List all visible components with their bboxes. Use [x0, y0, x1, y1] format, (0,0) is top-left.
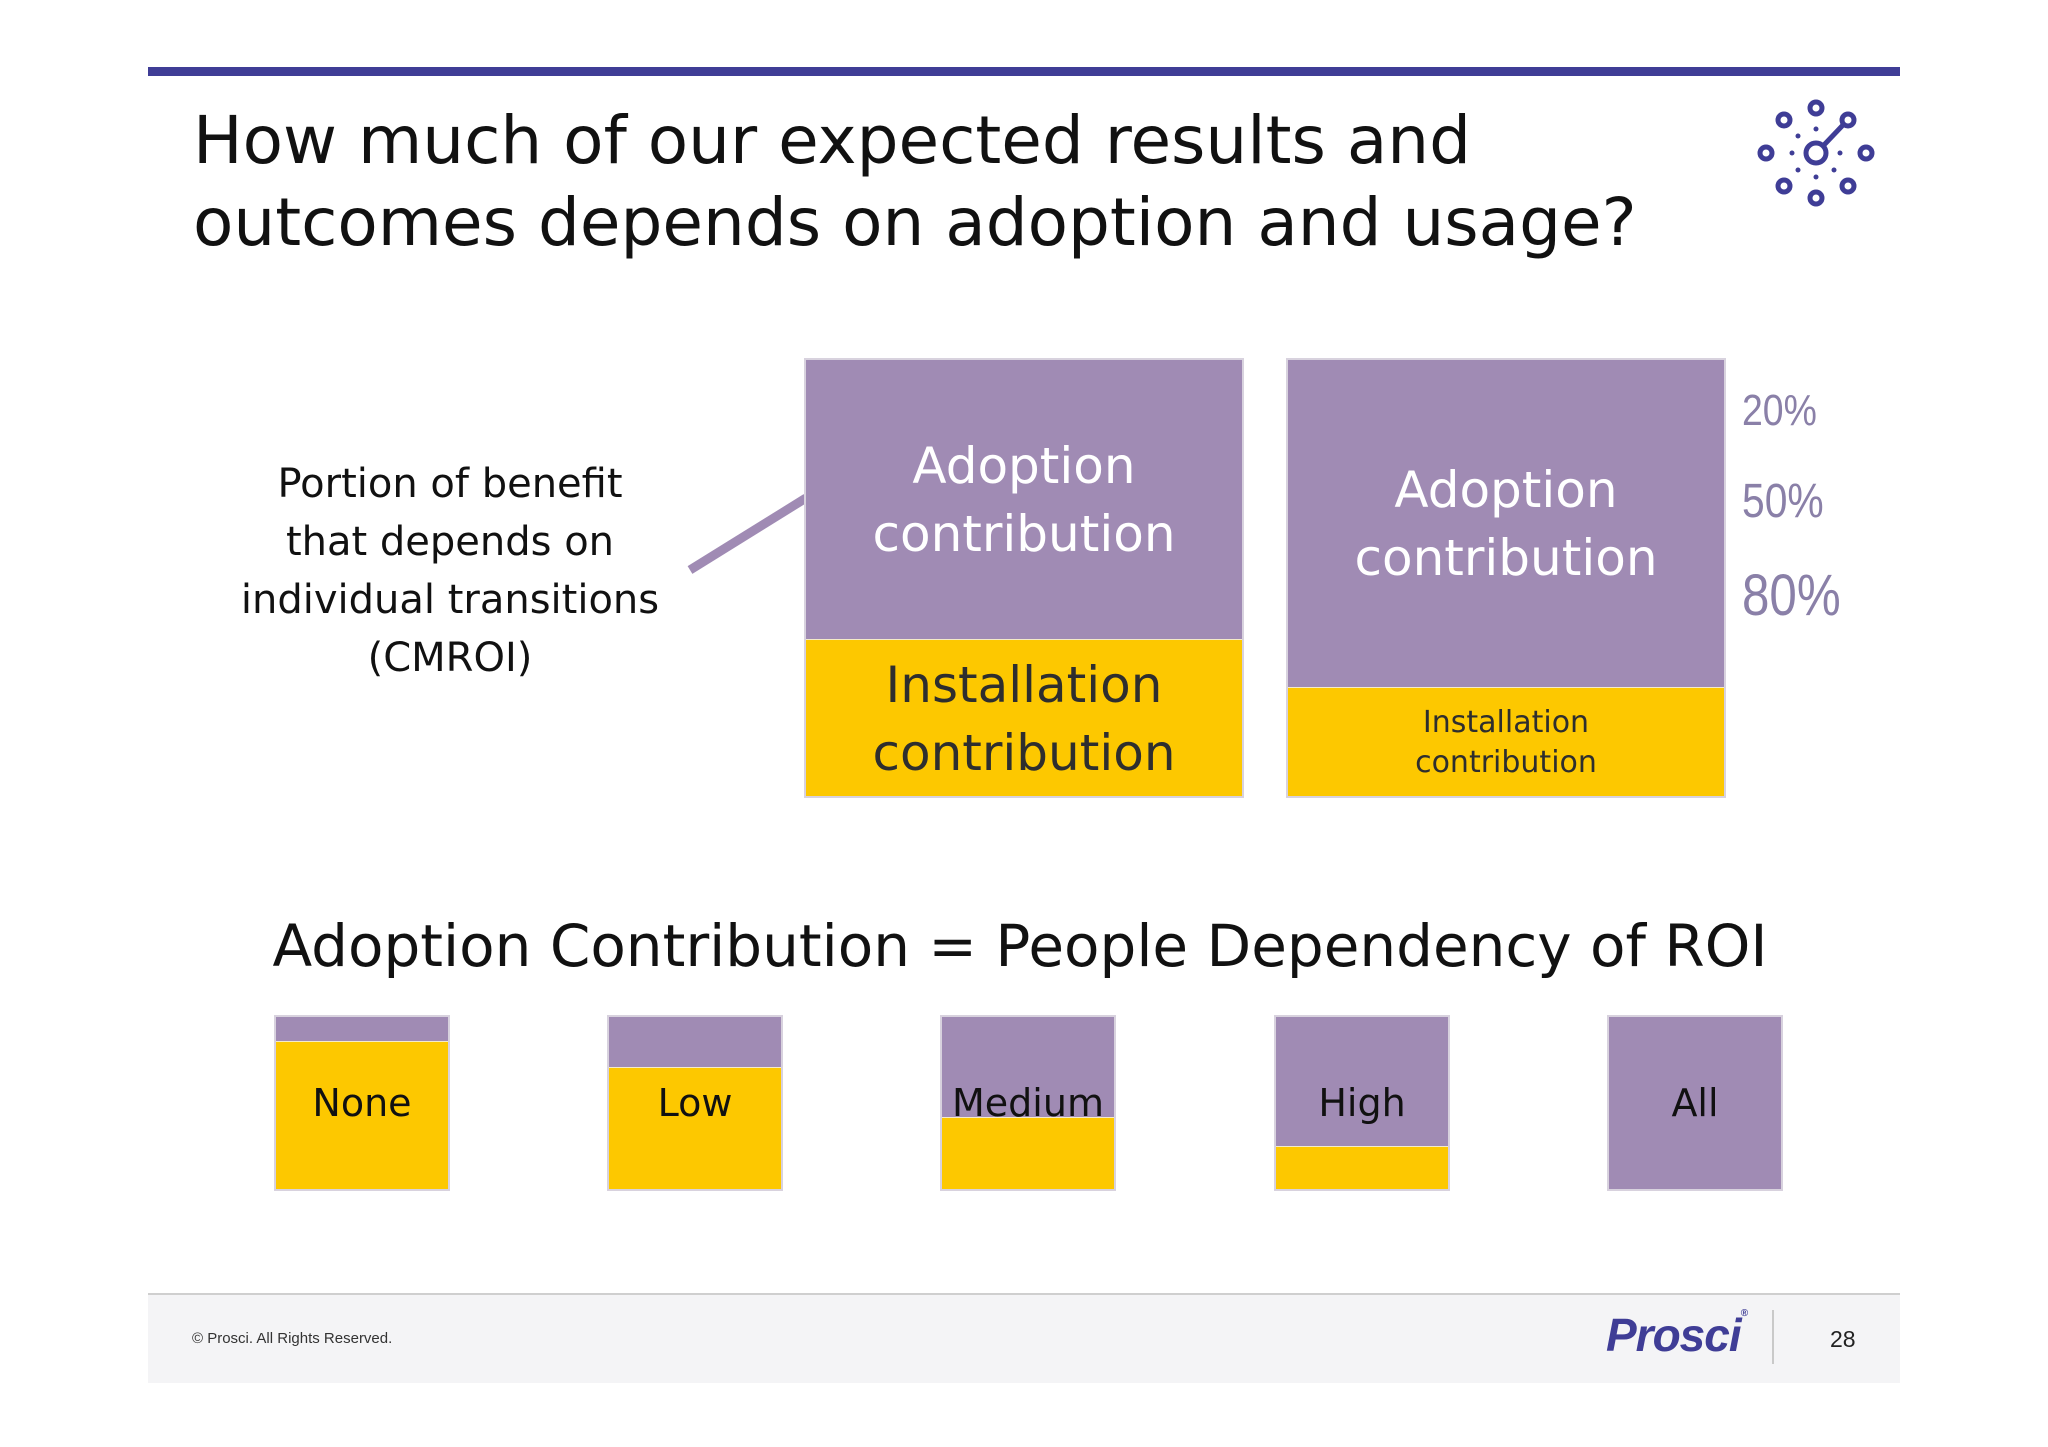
installation-label: Installation contribution: [1415, 704, 1597, 780]
installation-segment: [1276, 1146, 1448, 1189]
level-box-none: None: [274, 1015, 450, 1191]
adoption-segment: [1609, 1017, 1781, 1189]
installation-label: Installation contribution: [872, 655, 1176, 782]
adoption-segment: [276, 1017, 448, 1041]
percent-20: 20%: [1742, 386, 1817, 435]
installation-segment: Installation contribution: [806, 639, 1242, 796]
adoption-segment: [609, 1017, 781, 1067]
adoption-label: Adoption contribution: [1354, 460, 1658, 587]
percent-50: 50%: [1742, 475, 1824, 528]
level-box-medium: Medium: [940, 1015, 1116, 1191]
adoption-segment: [1276, 1017, 1448, 1146]
level-label: All: [1671, 1081, 1719, 1125]
cmroi-label: Portion of benefit that depends on indiv…: [240, 461, 660, 681]
footer-bar: [148, 1293, 1900, 1383]
adoption-label: Adoption contribution: [872, 436, 1176, 563]
level-box-high: High: [1274, 1015, 1450, 1191]
pointer-line: [687, 494, 809, 574]
big-box-right: Adoption contribution Installation contr…: [1286, 358, 1726, 798]
percent-80: 80%: [1742, 563, 1841, 628]
level-label: Medium: [952, 1081, 1104, 1125]
footer-divider: [1772, 1310, 1774, 1364]
level-box-low: Low: [607, 1015, 783, 1191]
copyright-text: © Prosci. All Rights Reserved.: [192, 1330, 393, 1347]
network-nodes-icon: [1757, 99, 1875, 207]
installation-segment: [942, 1117, 1114, 1189]
installation-segment: [609, 1067, 781, 1189]
adoption-segment: Adoption contribution: [1288, 360, 1724, 687]
installation-segment: Installation contribution: [1288, 687, 1724, 796]
registered-mark: ®: [1740, 1308, 1748, 1319]
level-box-all: All: [1607, 1015, 1783, 1191]
installation-segment: [276, 1041, 448, 1189]
adoption-segment: [942, 1017, 1114, 1117]
brand-logo: Prosci®: [1606, 1308, 1748, 1362]
level-label: Low: [657, 1081, 733, 1125]
top-accent-bar: [148, 67, 1900, 76]
equation-heading: Adoption Contribution = People Dependenc…: [272, 912, 1768, 980]
adoption-segment: Adoption contribution: [806, 360, 1242, 639]
level-label: High: [1318, 1081, 1406, 1125]
big-box-left: Adoption contribution Installation contr…: [804, 358, 1244, 798]
page-number: 28: [1830, 1326, 1856, 1352]
brand-name: Prosci: [1606, 1309, 1742, 1361]
level-label: None: [312, 1081, 412, 1125]
slide-title: How much of our expected results and out…: [193, 102, 1637, 261]
